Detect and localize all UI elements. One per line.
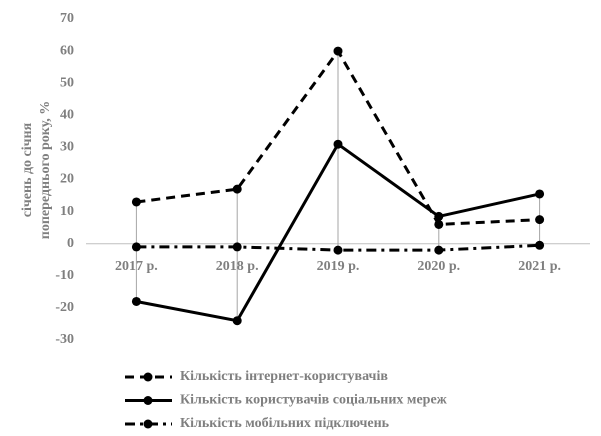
point [434,245,444,255]
y-tick-label: 0 [67,236,74,251]
legend-marker [143,419,153,429]
point [232,184,242,194]
point [131,242,141,252]
point [131,197,141,207]
y-tick-label: 40 [60,108,74,123]
y-tick-label: 50 [60,75,74,90]
point [535,189,545,199]
legend-label: Кількість інтернет-користувачів [180,369,388,384]
legend-label: Кількість користувачів соціальних мереж [180,393,448,408]
legend-marker [143,372,153,382]
point [333,245,343,255]
point [434,211,444,221]
y-tick-label: 20 [60,172,74,187]
y-tick-label: 30 [60,140,74,155]
x-tick-label: 2021 р. [518,259,561,274]
y-tick-label: 60 [60,43,74,58]
y-tick-label: 10 [60,204,74,219]
point [434,219,444,229]
point [232,316,242,326]
x-tick-label: 2019 р. [317,259,360,274]
legend-marker [143,396,153,405]
y-axis-label-line: попереднього року, % [38,101,53,239]
point [232,242,242,252]
y-axis-label: січень до січня попереднього року, % [20,101,53,239]
y-tick-label: -30 [55,332,74,347]
x-tick-label: 2018 р. [216,259,259,274]
y-tick-label: -20 [55,300,74,315]
point [535,240,545,250]
point [333,139,343,149]
point [333,46,343,56]
x-tick-label: 2017 р. [115,259,158,274]
legend-label: Кількість мобільних підключень [180,416,390,431]
point [131,296,141,306]
point [535,215,545,225]
x-tick-label: 2020 р. [417,259,460,274]
y-tick-label: 70 [60,11,74,26]
y-axis-label-line: січень до січня [20,122,35,217]
y-tick-label: -10 [55,268,74,283]
